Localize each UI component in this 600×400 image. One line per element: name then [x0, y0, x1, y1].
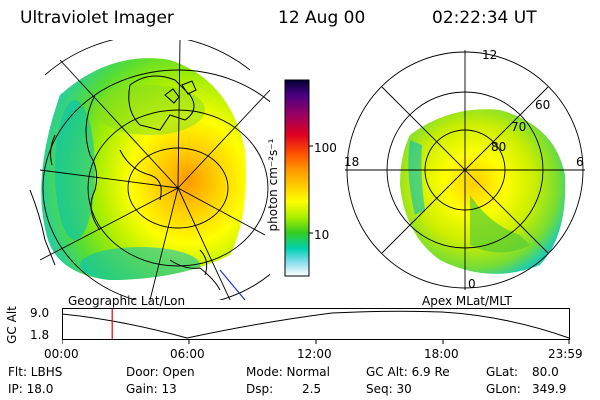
door-info: Door: Open [126, 365, 195, 379]
altitude-xtick-1200: 12:00 [297, 347, 332, 361]
altitude-curve [62, 310, 570, 339]
altitude-xtick-2359: 23:59 [548, 347, 583, 361]
apex-mlt-12: 12 [482, 48, 498, 62]
colorbar-tick-10: 10 [314, 228, 330, 242]
apex-mlt-18: 18 [344, 155, 360, 169]
altitude-ylabel: GC Alt [5, 306, 19, 344]
colorbar-axis-label: photon cm⁻²s⁻¹ [266, 138, 280, 232]
glat-key: GLat: [486, 365, 519, 379]
glon-key: GLon: [486, 382, 521, 396]
apex-green-patch [470, 195, 530, 253]
gc-alt-info: GC Alt: 6.9 Re [366, 365, 450, 379]
altitude-ticks [62, 339, 570, 344]
altitude-ytick-low: 1.8 [30, 328, 50, 342]
geo-green-band [95, 85, 205, 135]
mode-info: Mode: Normal [246, 365, 330, 379]
geo-coastlines [29, 75, 221, 291]
dsp-value: 2.5 [302, 382, 322, 396]
apex-polar-plot [345, 50, 585, 290]
geo-cyan-band-bottom [80, 247, 200, 280]
colorbar-gradient [284, 79, 310, 277]
geo-outer-arc [44, 40, 251, 76]
altitude-xtick-0000: 00:00 [44, 347, 79, 361]
apex-panel-label: Apex MLat/MLT [422, 294, 512, 308]
altitude-plot [62, 308, 570, 344]
dsp-key: Dsp: [246, 382, 274, 396]
geographic-panel-label: Geographic Lat/Lon [68, 294, 186, 308]
colorbar [284, 79, 313, 277]
geo-lon-grid [39, 40, 270, 300]
apex-lat-60: 60 [535, 98, 551, 112]
geo-cyan-band [55, 100, 95, 240]
apex-cyan-patch [408, 140, 425, 215]
gain-info: Gain: 13 [126, 382, 177, 396]
geographic-map [29, 40, 270, 300]
ip-info: IP: 18.0 [8, 382, 54, 396]
apex-aurora-image [400, 109, 566, 274]
instrument-title: Ultraviolet Imager [20, 8, 174, 28]
filter-info: Flt: LBHS [8, 365, 63, 379]
geo-lat-grid [42, 69, 270, 300]
apex-lat-70: 70 [511, 120, 527, 134]
date-label: 12 Aug 00 [278, 8, 366, 28]
colorbar-ticks [309, 145, 313, 234]
apex-lat-80: 80 [491, 140, 507, 154]
apex-mlt-0: 0 [468, 277, 476, 291]
glon-value: 349.9 [532, 382, 567, 396]
apex-mlt-6: 6 [576, 155, 584, 169]
altitude-plot-frame [62, 308, 570, 340]
altitude-xtick-0600: 06:00 [170, 347, 205, 361]
time-label: 02:22:34 UT [432, 8, 537, 28]
altitude-ytick-high: 9.0 [30, 306, 50, 320]
colorbar-tick-100: 100 [314, 141, 337, 155]
apex-mlt-spokes [345, 50, 585, 290]
seq-info: Seq: 30 [366, 382, 412, 396]
geo-terminator-line [219, 269, 246, 300]
glat-value: 80.0 [532, 365, 559, 379]
altitude-xtick-1800: 18:00 [424, 347, 459, 361]
